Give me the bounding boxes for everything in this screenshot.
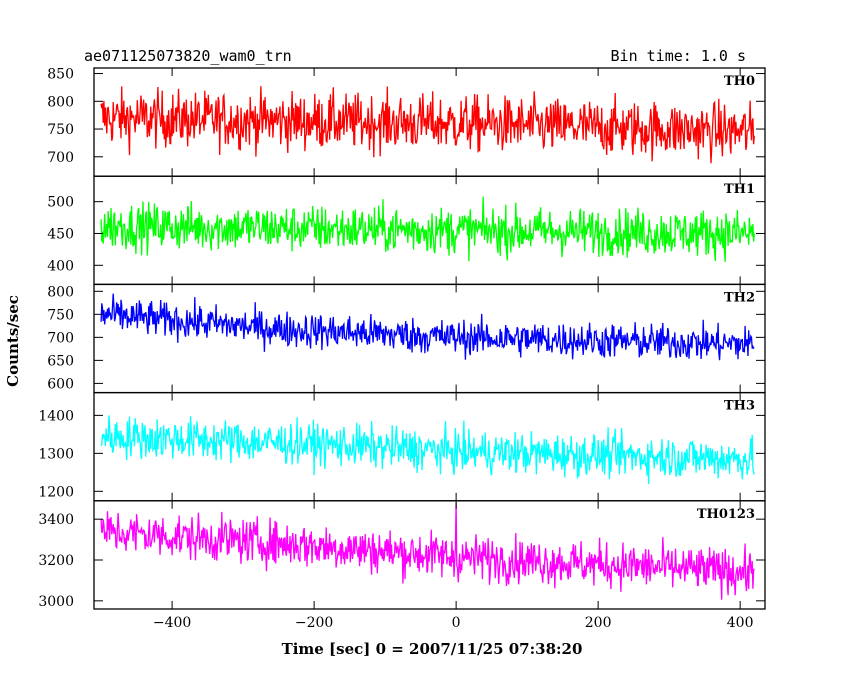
panel-label: TH3 (724, 399, 755, 414)
y-tick-label: 450 (47, 226, 74, 242)
panel-th0123: 3000 3200 3400 TH0123 (38, 500, 766, 610)
panel-label: TH0123 (697, 507, 755, 522)
y-tick-label: 600 (47, 376, 74, 392)
panel-frame (93, 500, 766, 610)
panel-label: TH0 (724, 74, 755, 89)
y-tick-label: 3400 (38, 512, 74, 528)
y-tick-label: 3200 (38, 553, 74, 569)
y-tick-label: 500 (47, 195, 74, 211)
y-tick-label: 750 (47, 307, 74, 323)
panel-th3: 1200 1300 1400 TH3 (38, 391, 766, 502)
y-tick-label: 400 (47, 258, 74, 274)
series-line-th1 (100, 196, 755, 262)
bin-time-label: Bin time: 1.0 s (611, 47, 746, 65)
y-axis-title: Counts/sec (4, 295, 22, 387)
y-tick-label: 800 (47, 284, 74, 300)
y-tick-label: 800 (47, 94, 74, 110)
y-tick-label: 3000 (38, 594, 74, 610)
y-tick-label: 850 (47, 67, 74, 83)
panel-label: TH1 (724, 182, 755, 197)
x-axis: −400 −200 0 200 400 (153, 615, 754, 631)
x-tick-label: 400 (727, 615, 754, 631)
panel-th0: 700 750 800 850 TH0 (47, 67, 766, 177)
x-tick-label: −200 (295, 615, 333, 631)
y-tick-label: 1300 (38, 446, 74, 462)
x-tick-label: 200 (585, 615, 612, 631)
x-tick-label: 0 (452, 615, 461, 631)
series-line-th2 (100, 293, 755, 361)
panels-group: 700 750 800 850 TH0 400 450 500 TH1 600 650 700 750 8… (38, 67, 766, 610)
series-line-th0123 (100, 502, 755, 600)
series-line-th0 (100, 86, 755, 164)
y-tick-label: 700 (47, 150, 74, 166)
panel-label: TH2 (724, 290, 755, 305)
y-tick-label: 750 (47, 122, 74, 138)
chart-title: ae071125073820_wam0_trn (84, 47, 292, 65)
y-tick-label: 1400 (38, 408, 74, 424)
panel-th2: 600 650 700 750 800 TH2 (47, 283, 766, 394)
y-tick-label: 700 (47, 330, 74, 346)
x-axis-title: Time [sec] 0 = 2007/11/25 07:38:20 (282, 640, 583, 658)
y-tick-label: 1200 (38, 484, 74, 500)
y-tick-label: 650 (47, 353, 74, 369)
series-line-th3 (100, 415, 755, 485)
x-tick-label: −400 (153, 615, 191, 631)
panel-th1: 400 450 500 TH1 (47, 175, 766, 286)
